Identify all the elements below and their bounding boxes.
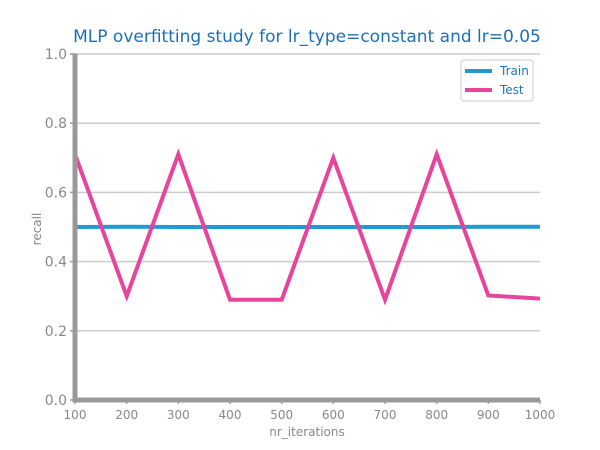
chart-title: MLP overfitting study for lr_type=consta…	[73, 27, 541, 47]
legend-label-train: Train	[499, 64, 529, 78]
x-tick-label: 400	[219, 408, 242, 422]
y-tick-label: 0.2	[45, 324, 67, 340]
y-tick-label: 0.6	[45, 185, 67, 201]
x-tick-label: 100	[64, 408, 87, 422]
x-tick-label: 200	[115, 408, 138, 422]
x-axis-label: nr_iterations	[269, 425, 345, 439]
x-tick-label: 900	[477, 408, 500, 422]
series-lines	[73, 148, 541, 306]
y-tick-label: 0.4	[45, 255, 67, 271]
legend: Train Test	[460, 59, 534, 102]
tick-labels: 0.0 0.2 0.4 0.6 0.8 1.0 100 200 300 400 500 600 700 8…	[45, 47, 556, 422]
y-tick-label: 0.0	[45, 393, 67, 409]
y-axis-label: recall	[30, 213, 44, 246]
x-tick-label: 300	[167, 408, 190, 422]
x-tick-label: 700	[374, 408, 397, 422]
x-tick-label: 500	[270, 408, 293, 422]
legend-label-test: Test	[499, 83, 524, 97]
axes	[70, 53, 541, 404]
x-tick-label: 1000	[525, 408, 556, 422]
x-tick-label: 800	[425, 408, 448, 422]
x-tick-label: 600	[322, 408, 345, 422]
y-tick-label: 1.0	[45, 47, 67, 63]
series-line-test	[73, 148, 541, 306]
y-tick-label: 0.8	[45, 116, 67, 132]
